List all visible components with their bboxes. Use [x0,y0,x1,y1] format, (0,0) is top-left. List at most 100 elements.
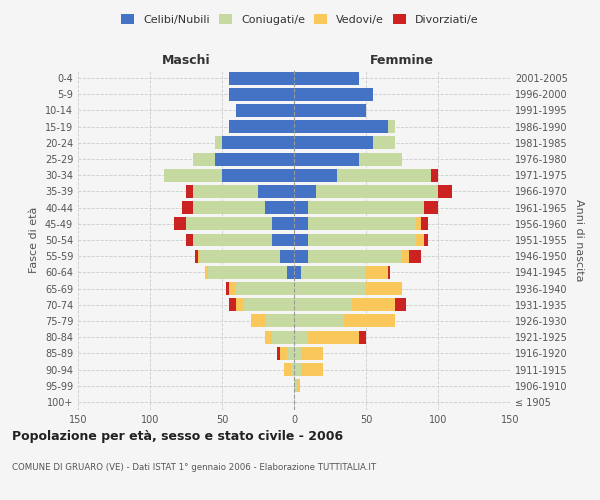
Bar [294,136,373,149]
Bar [395,298,406,311]
Bar [200,250,280,262]
Bar [229,120,294,133]
Bar [294,379,297,392]
Bar [388,120,395,133]
Bar [344,314,395,328]
Bar [294,218,308,230]
Bar [277,347,280,360]
Bar [175,218,186,230]
Bar [193,234,272,246]
Bar [294,282,366,295]
Bar [294,347,301,360]
Text: Femmine: Femmine [370,54,434,67]
Bar [359,330,366,344]
Bar [352,298,395,311]
Legend: Celibi/Nubili, Coniugati/e, Vedovi/e, Divorziati/e: Celibi/Nubili, Coniugati/e, Vedovi/e, Di… [118,10,482,28]
Bar [294,234,308,246]
Bar [294,201,308,214]
Bar [280,347,287,360]
Bar [416,234,424,246]
Bar [284,363,291,376]
Bar [294,266,301,279]
Bar [294,152,359,166]
Bar [294,169,337,181]
Bar [438,185,452,198]
Y-axis label: Anni di nascita: Anni di nascita [574,198,584,281]
Text: Popolazione per età, sesso e stato civile - 2006: Popolazione per età, sesso e stato civil… [12,430,343,443]
Bar [308,234,416,246]
Bar [197,250,200,262]
Bar [373,136,395,149]
Bar [294,298,352,311]
Bar [265,201,294,214]
Bar [308,250,402,262]
Bar [316,185,438,198]
Bar [337,169,431,181]
Bar [287,347,294,360]
Bar [251,314,265,328]
Bar [421,218,428,230]
Bar [258,185,294,198]
Bar [301,363,323,376]
Bar [301,347,323,360]
Bar [265,314,294,328]
Bar [272,234,294,246]
Bar [194,250,197,262]
Bar [215,152,294,166]
Bar [294,72,359,85]
Bar [359,152,402,166]
Bar [229,282,236,295]
Bar [388,266,391,279]
Text: Maschi: Maschi [161,54,211,67]
Bar [297,379,300,392]
Bar [236,104,294,117]
Bar [265,330,272,344]
Bar [208,266,287,279]
Bar [294,120,388,133]
Bar [402,250,409,262]
Bar [291,363,294,376]
Bar [287,266,294,279]
Bar [294,88,373,101]
Bar [294,185,316,198]
Bar [308,201,424,214]
Bar [205,266,208,279]
Bar [226,282,229,295]
Bar [308,330,359,344]
Bar [294,363,301,376]
Bar [294,104,366,117]
Bar [301,266,366,279]
Bar [186,218,272,230]
Bar [366,266,388,279]
Bar [193,201,265,214]
Bar [294,314,344,328]
Bar [186,234,193,246]
Bar [280,250,294,262]
Bar [244,298,294,311]
Bar [193,185,258,198]
Bar [222,136,294,149]
Bar [193,152,215,166]
Bar [229,72,294,85]
Bar [272,330,294,344]
Bar [409,250,421,262]
Bar [416,218,421,230]
Bar [431,169,438,181]
Bar [182,201,193,214]
Bar [164,169,222,181]
Bar [272,218,294,230]
Bar [424,201,438,214]
Bar [215,136,222,149]
Bar [236,282,294,295]
Bar [222,169,294,181]
Bar [308,218,416,230]
Bar [236,298,244,311]
Bar [229,298,236,311]
Y-axis label: Fasce di età: Fasce di età [29,207,39,273]
Bar [294,250,308,262]
Bar [424,234,428,246]
Bar [229,88,294,101]
Bar [186,185,193,198]
Bar [366,282,402,295]
Text: COMUNE DI GRUARO (VE) - Dati ISTAT 1° gennaio 2006 - Elaborazione TUTTITALIA.IT: COMUNE DI GRUARO (VE) - Dati ISTAT 1° ge… [12,462,376,471]
